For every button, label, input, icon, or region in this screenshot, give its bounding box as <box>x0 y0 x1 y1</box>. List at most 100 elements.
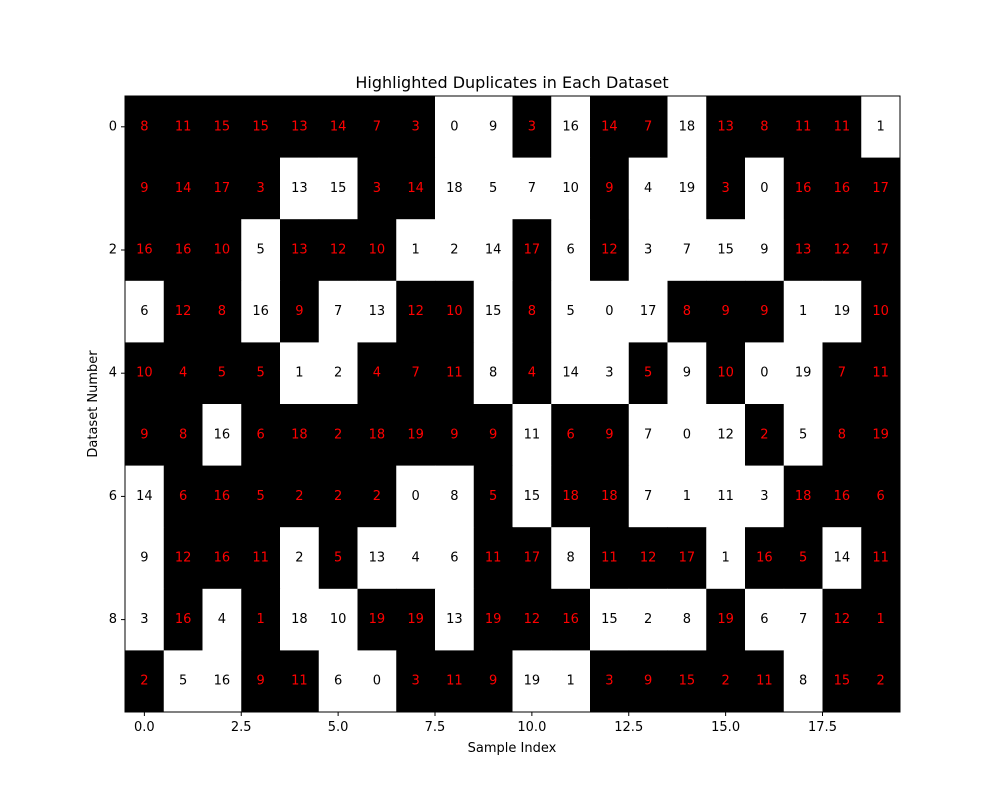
heatmap-cell <box>706 219 746 282</box>
heatmap-cell <box>667 342 707 405</box>
heatmap-cell <box>551 404 591 466</box>
heatmap-cell <box>357 465 397 528</box>
heatmap-cell <box>706 157 746 220</box>
cell-value-label: 9 <box>760 304 768 319</box>
heatmap-cell <box>125 404 165 466</box>
heatmap-cell <box>396 157 436 220</box>
cell-value-label: 6 <box>179 489 187 504</box>
cell-value-label: 7 <box>838 366 846 381</box>
heatmap-cell <box>396 527 436 590</box>
heatmap-cell <box>590 465 630 528</box>
heatmap-cell <box>822 527 862 590</box>
cell-value-label: 8 <box>450 489 458 504</box>
cell-value-label: 9 <box>140 551 148 566</box>
cell-value-label: 9 <box>644 674 652 689</box>
cell-value-label: 8 <box>799 674 807 689</box>
heatmap-cells <box>125 96 901 713</box>
cell-value-label: 7 <box>644 489 652 504</box>
cell-value-label: 8 <box>179 427 187 442</box>
cell-value-label: 2 <box>644 612 652 627</box>
heatmap-cell <box>241 650 281 713</box>
y-axis-label: Dataset Number <box>86 350 101 458</box>
cell-value-label: 14 <box>136 489 153 504</box>
cell-value-label: 17 <box>640 304 657 319</box>
x-tick-label: 12.5 <box>614 720 643 735</box>
heatmap-cell <box>667 588 707 651</box>
heatmap-cell <box>280 96 320 158</box>
heatmap-cell-labels: 8 11 15 15 13 14 7 3 0 9 3 16 14 7 18 13 8 11 11 19 14 17 3 13 1… <box>136 119 889 688</box>
cell-value-label: 11 <box>601 551 618 566</box>
cell-value-label: 11 <box>834 119 851 134</box>
cell-value-label: 1 <box>256 612 264 627</box>
heatmap-cell <box>822 157 862 220</box>
cell-value-label: 18 <box>446 181 463 196</box>
cell-value-label: 12 <box>524 612 541 627</box>
cell-value-label: 12 <box>175 551 192 566</box>
cell-value-label: 2 <box>450 243 458 258</box>
heatmap-cell <box>318 588 358 651</box>
cell-value-label: 9 <box>489 119 497 134</box>
heatmap-cell <box>125 588 165 651</box>
heatmap-cell <box>822 404 862 466</box>
chart-title: Highlighted Duplicates in Each Dataset <box>355 73 668 92</box>
cell-value-label: 19 <box>407 427 424 442</box>
heatmap-cell <box>706 588 746 651</box>
heatmap-cell <box>861 404 901 466</box>
cell-value-label: 17 <box>872 243 889 258</box>
heatmap-cell <box>628 280 668 343</box>
cell-value-label: 12 <box>834 243 851 258</box>
cell-value-label: 16 <box>756 551 773 566</box>
cell-value-label: 1 <box>411 243 419 258</box>
cell-value-label: 8 <box>838 427 846 442</box>
cell-value-label: 13 <box>291 119 308 134</box>
heatmap-cell <box>512 219 552 282</box>
heatmap-cell <box>745 404 785 466</box>
cell-value-label: 14 <box>485 243 502 258</box>
cell-value-label: 4 <box>179 366 187 381</box>
cell-value-label: 19 <box>679 181 696 196</box>
heatmap-cell <box>861 465 901 528</box>
heatmap-cell <box>745 219 785 282</box>
cell-value-label: 5 <box>179 674 187 689</box>
heatmap-cell <box>822 588 862 651</box>
heatmap-cell <box>745 588 785 651</box>
cell-value-label: 13 <box>717 119 734 134</box>
heatmap-cell <box>396 465 436 528</box>
heatmap-cell <box>473 527 513 590</box>
x-tick-label: 10.0 <box>517 720 546 735</box>
heatmap-cell <box>745 342 785 405</box>
heatmap-cell <box>783 280 823 343</box>
heatmap-cell <box>357 588 397 651</box>
cell-value-label: 2 <box>334 489 342 504</box>
cell-value-label: 14 <box>330 119 347 134</box>
cell-value-label: 0 <box>605 304 613 319</box>
cell-value-label: 11 <box>446 674 463 689</box>
heatmap-cell <box>706 96 746 158</box>
heatmap-cell <box>396 588 436 651</box>
heatmap-cell <box>551 157 591 220</box>
heatmap-cell <box>202 219 242 282</box>
cell-value-label: 2 <box>876 674 884 689</box>
cell-value-label: 12 <box>175 304 192 319</box>
cell-value-label: 12 <box>640 551 657 566</box>
heatmap-cell <box>628 465 668 528</box>
cell-value-label: 3 <box>256 181 264 196</box>
heatmap-cell <box>396 650 436 713</box>
heatmap-cell <box>861 96 901 158</box>
heatmap-cell <box>318 650 358 713</box>
heatmap-cell <box>125 465 165 528</box>
cell-value-label: 12 <box>330 243 347 258</box>
cell-value-label: 10 <box>446 304 463 319</box>
heatmap-cell <box>590 404 630 466</box>
heatmap-cell <box>357 280 397 343</box>
heatmap-cell <box>590 280 630 343</box>
cell-value-label: 1 <box>876 612 884 627</box>
cell-value-label: 11 <box>524 427 541 442</box>
cell-value-label: 1 <box>683 489 691 504</box>
heatmap-cell <box>628 219 668 282</box>
cell-value-label: 16 <box>214 427 231 442</box>
cell-value-label: 16 <box>795 181 812 196</box>
cell-value-label: 5 <box>644 366 652 381</box>
cell-value-label: 17 <box>524 243 541 258</box>
cell-value-label: 15 <box>252 119 269 134</box>
